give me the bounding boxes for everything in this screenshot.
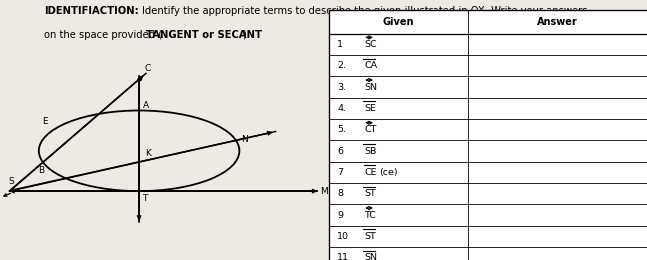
Text: CE: CE <box>364 168 377 177</box>
Text: 10: 10 <box>337 232 349 241</box>
Text: B: B <box>38 166 45 175</box>
Text: E: E <box>43 117 48 126</box>
Text: 11: 11 <box>337 253 349 260</box>
Text: ST: ST <box>364 232 376 241</box>
Text: TANGENT or SECANT: TANGENT or SECANT <box>146 30 261 40</box>
Text: 4.: 4. <box>337 104 346 113</box>
Text: 6: 6 <box>337 147 343 155</box>
Text: SC: SC <box>364 40 377 49</box>
Text: C: C <box>144 64 151 73</box>
Text: 2.: 2. <box>337 61 346 70</box>
Text: M: M <box>320 187 328 196</box>
Text: SN: SN <box>364 83 377 92</box>
Text: CA: CA <box>364 61 377 70</box>
Text: 7: 7 <box>337 168 343 177</box>
Text: 9: 9 <box>337 211 343 219</box>
Text: 8: 8 <box>337 189 343 198</box>
Text: SN: SN <box>364 253 377 260</box>
Text: SB: SB <box>364 147 377 155</box>
Bar <box>329 10 647 260</box>
Text: on the space provided (: on the space provided ( <box>44 30 162 40</box>
Text: ST: ST <box>364 189 376 198</box>
Text: 5.: 5. <box>337 125 346 134</box>
Text: (ce): (ce) <box>379 168 398 177</box>
Text: ): ) <box>243 30 247 40</box>
Text: K: K <box>146 149 151 158</box>
Text: S: S <box>9 177 14 186</box>
Text: CT: CT <box>364 125 377 134</box>
Text: T: T <box>142 194 147 203</box>
Text: 1: 1 <box>337 40 343 49</box>
Text: IDENTIFIACTION:: IDENTIFIACTION: <box>44 6 138 16</box>
Text: 3.: 3. <box>337 83 346 92</box>
Text: Answer: Answer <box>538 17 578 27</box>
Text: N: N <box>241 135 248 144</box>
Text: A: A <box>143 101 149 110</box>
Text: Given: Given <box>382 17 414 27</box>
Text: SE: SE <box>364 104 376 113</box>
Text: Identify the appropriate terms to describe the given illustrated in OX. Write yo: Identify the appropriate terms to descri… <box>142 6 588 16</box>
Text: TC: TC <box>364 211 376 219</box>
